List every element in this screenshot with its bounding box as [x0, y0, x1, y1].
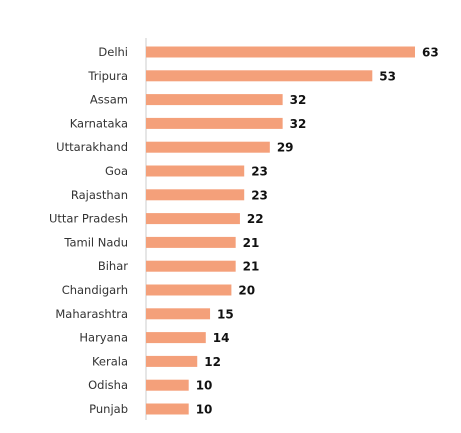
bar-value-label: 20 [238, 284, 255, 298]
category-label: Delhi [98, 45, 128, 59]
bar [146, 141, 270, 153]
bar-value-label: 15 [217, 307, 234, 321]
category-label: Karnataka [70, 116, 128, 130]
bar [146, 213, 240, 225]
category-label: Assam [90, 93, 128, 107]
category-label: Bihar [98, 259, 128, 273]
bar-value-label: 10 [196, 379, 213, 393]
category-label: Odisha [88, 378, 128, 392]
bar-value-label: 10 [196, 403, 213, 417]
bar-value-label: 23 [251, 165, 268, 179]
bar [146, 117, 283, 129]
category-label: Maharashtra [55, 307, 128, 321]
bar [146, 46, 415, 58]
bar [146, 332, 206, 344]
bar-value-label: 29 [277, 141, 294, 155]
bar [146, 284, 232, 296]
bar [146, 403, 189, 415]
bar-value-label: 12 [204, 355, 221, 369]
bar [146, 70, 373, 82]
bar-value-label: 21 [243, 260, 260, 274]
bar-value-label: 32 [290, 117, 307, 131]
bar [146, 165, 245, 177]
category-label: Punjab [89, 402, 128, 416]
bar [146, 355, 198, 367]
bar [146, 260, 236, 272]
bar-value-label: 22 [247, 212, 264, 226]
bar-value-label: 23 [251, 188, 268, 202]
category-label: Tripura [87, 69, 128, 83]
bar [146, 189, 245, 201]
bar-value-label: 21 [243, 236, 260, 250]
category-label: Tamil Nadu [63, 235, 128, 249]
bar-value-label: 63 [422, 46, 439, 60]
category-label: Kerala [92, 354, 128, 368]
category-label: Rajasthan [71, 188, 128, 202]
bars-layer: Delhi 63 Tripura 53 Assam 32 Karnataka 32 Uttara… [49, 45, 439, 417]
category-label: Goa [105, 164, 128, 178]
category-label: Uttarakhand [56, 140, 128, 154]
category-label: Chandigarh [62, 283, 128, 297]
bar-value-label: 53 [379, 69, 396, 83]
category-label: Uttar Pradesh [49, 212, 128, 226]
bar [146, 308, 211, 320]
category-label: Haryana [79, 331, 128, 345]
bar [146, 94, 283, 106]
bar-value-label: 32 [290, 93, 307, 107]
bar [146, 236, 236, 248]
bar-value-label: 14 [213, 331, 230, 345]
bar [146, 379, 189, 391]
